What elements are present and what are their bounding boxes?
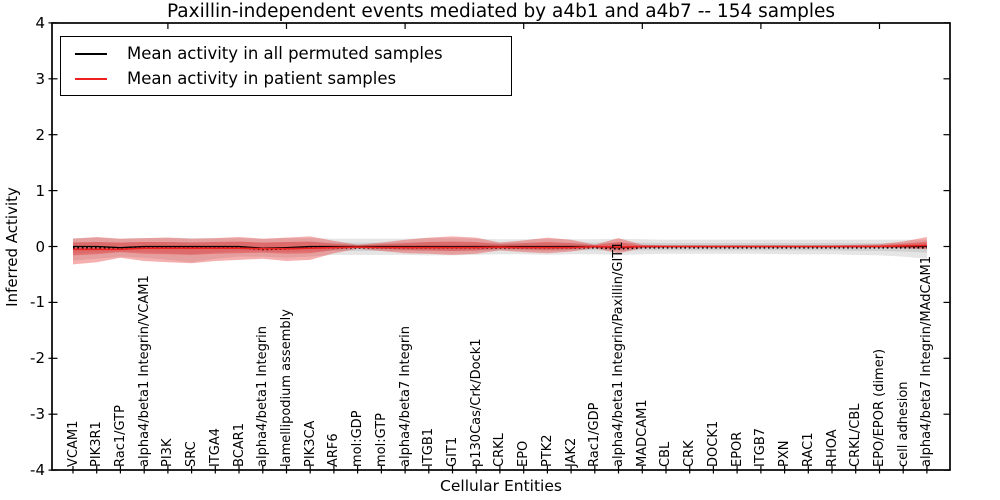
legend-label: Mean activity in patient samples [127, 68, 397, 88]
band-permuted-outer [73, 237, 927, 263]
x-category-label: EPO [516, 440, 532, 467]
y-tick-label: 3 [35, 69, 45, 88]
legend-entry-patient: Mean activity in patient samples [75, 66, 511, 91]
x-category-label: CRKL/CBL [848, 403, 864, 468]
legend-box: Mean activity in all permuted samples Me… [60, 36, 512, 96]
y-tick-label: -1 [30, 293, 45, 312]
x-category-label: mol:GDP [350, 410, 366, 467]
x-axis-label: Cellular Entities [440, 477, 562, 495]
line-patient-mean [73, 244, 927, 251]
x-category-label: EPOR [729, 431, 745, 467]
x-category-label: cell adhesion [895, 381, 911, 467]
x-category-label: alpha4/beta1 Integrin/Paxillin/GIT1 [611, 241, 627, 467]
band-patient-outer [73, 236, 927, 265]
x-category-label: lamellipodium assembly [278, 309, 294, 467]
x-category-label: MADCAM1 [634, 399, 650, 467]
x-category-label: RHOA [824, 429, 840, 467]
x-category-label: ARF6 [326, 433, 342, 467]
x-category-label: p130Cas/Crk/Dock1 [468, 338, 484, 467]
x-category-label: JAK2 [563, 437, 579, 467]
x-category-label: VCAM1 [65, 420, 81, 467]
x-category-label: Rac1/GDP [587, 402, 603, 467]
x-category-label: CBL [658, 441, 674, 467]
x-category-label: ITGB1 [421, 427, 437, 467]
x-category-label: CRK [682, 440, 698, 467]
y-tick-label: 4 [35, 13, 45, 32]
x-category-label: CRKL [492, 433, 508, 467]
x-category-label: alpha4/beta1 Integrin/VCAM1 [136, 275, 152, 467]
y-tick-label: 2 [35, 125, 45, 144]
legend-line-sample-black [75, 52, 107, 55]
y-tick-label: -2 [30, 349, 45, 368]
x-category-label: ITGA4 [207, 427, 223, 467]
x-category-label: PIK3R1 [89, 421, 105, 467]
x-category-label: PIK3CA [302, 420, 318, 467]
x-category-label: alpha4/beta7 Integrin/MAdCAM1 [919, 256, 935, 467]
x-category-label: alpha4/beta1 Integrin [255, 325, 271, 467]
y-tick-label: 0 [35, 237, 45, 256]
x-category-label: PI3K [160, 438, 176, 467]
y-tick-label: 1 [35, 181, 45, 200]
x-category-label: EPO/EPOR (dimer) [871, 348, 887, 467]
y-tick-label: -4 [30, 461, 45, 480]
x-category-label: SRC [184, 441, 200, 467]
legend-label: Mean activity in all permuted samples [127, 43, 443, 63]
y-tick-label: -3 [30, 405, 45, 424]
legend-entry-permuted: Mean activity in all permuted samples [75, 41, 511, 66]
x-category-label: mol:GTP [373, 413, 389, 467]
chart-title: Paxillin-independent events mediated by … [166, 1, 836, 22]
x-category-label: PTK2 [539, 434, 555, 467]
x-category-label: DOCK1 [705, 420, 721, 467]
x-category-label: GIT1 [445, 436, 460, 467]
x-category-label: RAC1 [800, 432, 816, 467]
x-category-label: alpha4/beta7 Integrin [397, 325, 413, 467]
legend-line-sample-red [75, 77, 107, 80]
x-category-label: BCAR1 [231, 423, 247, 467]
x-category-label: PXN [777, 440, 793, 467]
x-category-label: ITGB7 [753, 427, 769, 467]
x-category-label: Rac1/GTP [112, 405, 128, 467]
